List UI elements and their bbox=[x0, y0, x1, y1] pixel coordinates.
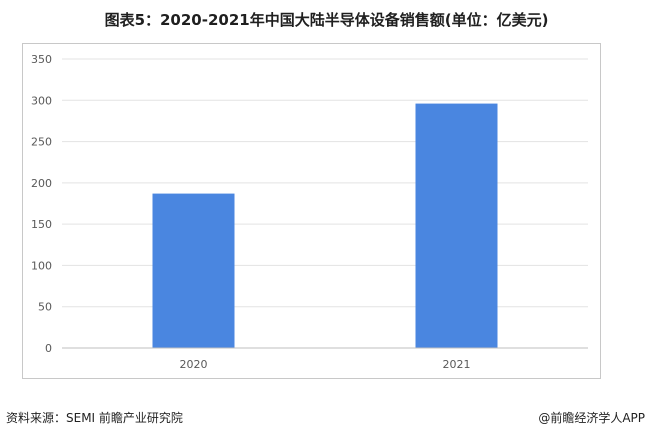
chart-frame bbox=[22, 43, 601, 379]
y-tick-label: 50 bbox=[38, 301, 52, 314]
y-tick-label: 250 bbox=[31, 136, 52, 149]
source-note: 资料来源：SEMI 前瞻产业研究院 bbox=[6, 411, 183, 425]
y-tick-label: 300 bbox=[31, 94, 52, 107]
chart-title: 图表5：2020-2021年中国大陆半导体设备销售额(单位：亿美元) bbox=[104, 11, 549, 29]
y-tick-label: 0 bbox=[45, 342, 52, 355]
bar-2020 bbox=[152, 193, 235, 348]
bars bbox=[152, 103, 498, 349]
bar-2021 bbox=[415, 103, 498, 349]
y-tick-label: 200 bbox=[31, 177, 52, 190]
y-axis-ticks: 0 50 100 150 200 250 300 350 bbox=[31, 53, 52, 355]
y-tick-label: 350 bbox=[31, 53, 52, 66]
y-tick-label: 100 bbox=[31, 259, 52, 272]
y-tick-label: 150 bbox=[31, 218, 52, 231]
grid-lines bbox=[62, 58, 588, 308]
x-tick-label: 2020 bbox=[180, 358, 208, 371]
brand-label: @前瞻经济学人APP bbox=[538, 411, 645, 425]
x-axis-ticks: 2020 2021 bbox=[180, 358, 471, 371]
x-tick-label: 2021 bbox=[443, 358, 471, 371]
